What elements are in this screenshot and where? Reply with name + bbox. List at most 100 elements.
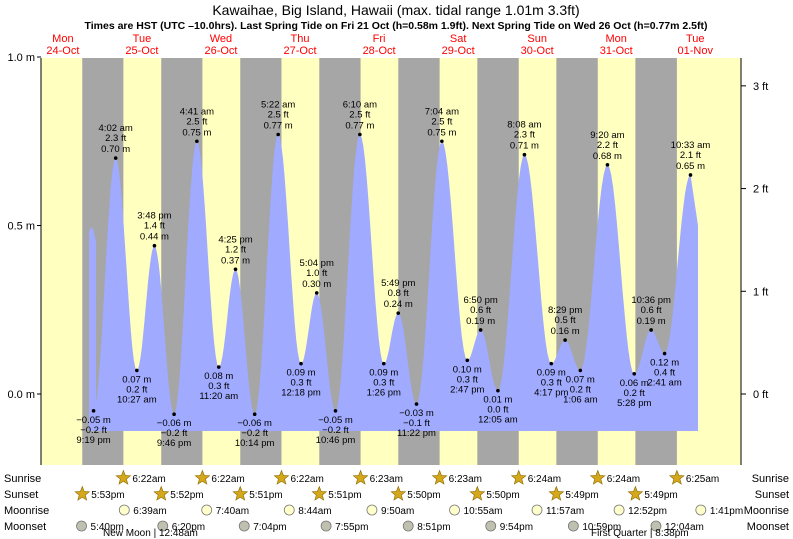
tide-label-m: 0.37 m [221,255,250,266]
day-date-label: 01-Nov [678,45,714,57]
astro-time-label: 5:52pm [170,490,203,501]
tide-label-time: 2:47 pm [450,384,484,395]
tide-start-edge [89,227,96,431]
astro-time-label: 9:50am [381,506,414,517]
moonset-icon [567,520,579,532]
tide-label-time: 7:04 am [425,106,459,117]
day-weekday-label: Wed [210,33,232,45]
tide-point [299,361,303,366]
tide-label-time: 8:08 am [507,120,541,131]
tide-point [632,371,637,376]
astro-time-label: 10:59pm [582,522,621,533]
tide-point [113,156,118,160]
y-left-tick-label: 1.0 m [7,52,35,64]
sunrise-icon [194,469,211,485]
tide-area-fill [92,134,698,431]
moonrise-icon [449,504,460,516]
sunrise-icon [510,469,527,485]
astro-time-label: 5:49pm [565,490,598,501]
tide-label-ft: 1.4 ft [144,221,165,232]
tide-label-ft: 0.2 ft [126,384,147,395]
astro-time-label: 5:40pm [91,522,124,533]
tide-point [578,368,583,373]
tide-label-time: 5:22 am [261,100,295,111]
astro-time-label: 5:49pm [644,490,677,501]
tide-label-time: 4:41 am [180,106,214,117]
day-date-label: 26-Oct [204,45,237,57]
tide-label-time: 9:46 pm [157,438,191,449]
tide-label-m: 0.09 m [369,368,398,379]
tide-label-ft: 0.3 ft [541,378,562,389]
tide-label-ft: 0.3 ft [373,378,394,389]
tide-label-m: 0.07 m [122,374,151,385]
tide-point [358,132,362,137]
tide-point [233,267,238,272]
astronomy-rows: Sunrise Sunrise Sunset Sunset Moonrise Moonri… [4,469,789,539]
sunset-icon [153,485,170,501]
tide-label-ft: 0.6 ft [641,305,662,316]
astro-time-label: 5:51pm [249,490,282,501]
y-right-tick-label: 3 ft [753,81,768,93]
row-label-right: Moonrise [744,505,789,517]
astro-time-label: 7:55pm [335,522,368,533]
tide-point [478,328,483,332]
moonset-icon [402,520,414,532]
tide-area [89,134,698,431]
day-weekday-label: Sun [527,33,547,45]
row-label-right: Sunrise [752,473,789,485]
tide-label-ft: 1.2 ft [225,244,246,255]
sunrise-icon [115,469,132,485]
tide-point [252,412,257,417]
row-label-right: Moonset [747,521,789,533]
moonset-icon [650,520,662,532]
astro-time-label: 5:51pm [328,490,361,501]
day-weekday-label: Fri [373,33,386,45]
astro-time-label: 1:41pm [710,506,743,517]
tide-label-time: 9:19 pm [76,435,110,446]
tide-labels: −0.05 m−0.2 ft9:19 pm4:02 am2.3 ft0.70 m… [76,100,710,450]
tide-label-time: 4:17 pm [534,388,568,399]
tide-label-ft: 1.0 ft [306,268,327,279]
tide-label-m: 0.75 m [427,127,456,138]
moonrise-icon [118,504,130,516]
y-right-tick-label: 1 ft [753,286,768,298]
tide-point [195,139,199,144]
tide-label-time: 11:22 pm [397,428,436,439]
y-right-tick-label: 0 ft [753,389,768,401]
tide-point [688,173,693,177]
astro-time-label: 6:24am [528,474,561,485]
astro-time-label: 6:22am [211,474,244,485]
tide-point [396,311,401,315]
tide-label-m: −0.06 m [157,418,192,429]
day-date-label: 24-Oct [46,45,79,57]
tide-label-m: 0.77 m [345,121,374,132]
tide-label-time: 1:06 am [563,394,597,405]
astro-time-label: 6:24am [607,474,640,485]
astro-time-label: 5:50pm [407,490,440,501]
tide-point [333,409,338,413]
astro-time-label: 8:51pm [417,522,450,533]
tide-point [563,338,567,342]
tide-label-ft: 0.3 ft [208,381,229,392]
tide-label-ft: −0.2 ft [322,425,349,436]
tide-label-time: 10:14 pm [235,438,275,449]
tide-label-ft: 2.5 ft [431,116,452,127]
sunset-icon [548,485,565,501]
tide-label-time: 4:25 pm [218,234,252,245]
astro-time-label: 12:52pm [628,506,667,517]
tide-point [91,409,96,413]
tide-label-time: 1:26 pm [367,388,401,399]
tide-point [414,402,419,406]
day-weekday-label: Mon [52,33,73,45]
row-label-left: Moonset [4,521,46,533]
tide-label-ft: 2.5 ft [186,116,207,127]
tide-label-time: 6:50 pm [463,295,497,306]
tide-label-ft: 0.6 ft [470,305,491,316]
astro-time-label: 6:20pm [172,522,205,533]
tide-label-m: 0.19 m [466,316,495,327]
tide-label-ft: 0.0 ft [487,405,508,416]
astro-time-label: 8:44am [298,506,331,517]
tide-label-m: 0.44 m [140,232,169,243]
sunset-icon [469,485,486,501]
